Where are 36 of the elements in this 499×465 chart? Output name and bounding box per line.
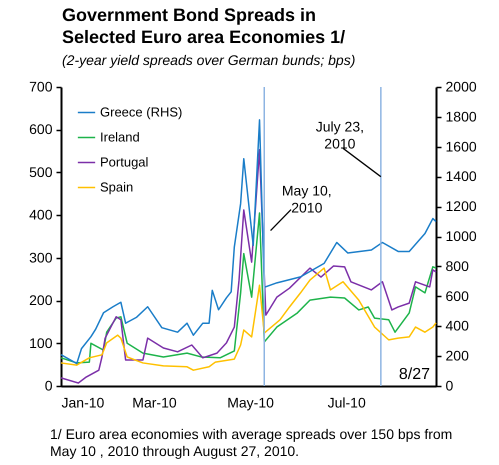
y2-tick-label: 200 <box>446 348 470 364</box>
legend-label: Portugal <box>100 154 149 170</box>
line-series <box>60 212 437 364</box>
x-tick-label: Mar-10 <box>132 394 177 410</box>
y2-tick-label: 1000 <box>446 228 477 244</box>
ref-line-label: May 10, 2010 <box>282 182 332 216</box>
y-tick-label: 500 <box>29 164 53 180</box>
y2-tick-label: 800 <box>446 258 470 274</box>
y2-tick-label: 400 <box>446 318 470 334</box>
y2-tick-label: 1600 <box>446 138 477 154</box>
y2-tick-label: 1200 <box>446 198 477 214</box>
chart-title: Government Bond Spreads in Selected Euro area Economies 1/ <box>62 4 346 48</box>
legend-label: Ireland <box>100 130 140 144</box>
legend-label: Spain <box>100 180 134 194</box>
ref-line-label: July 23, 2010 <box>316 118 364 152</box>
y2-tick-label: 600 <box>446 288 470 304</box>
y-tick-label: 400 <box>29 206 53 223</box>
y-tick-label: 600 <box>29 121 53 138</box>
y-tick-label: 0 <box>44 378 53 394</box>
y-tick-label: 300 <box>29 249 53 266</box>
text: 1/ Euro area economies with average spreads over 150 bps from May 10 , 2010 through August 27, 2010. <box>50 426 454 460</box>
y-tick-label: 700 <box>29 78 53 94</box>
annotation: 8/27 <box>398 366 430 383</box>
chart-subtitle: (2-year yield spreads over German bunds; bps) <box>62 52 356 68</box>
line-series <box>60 119 437 364</box>
y2-tick-label: 0 <box>446 378 454 394</box>
y2-tick-label: 1400 <box>446 168 477 184</box>
x-tick-label: Jul-10 <box>328 394 366 410</box>
line-series <box>60 149 437 384</box>
x-tick-label: Jan-10 <box>62 394 105 410</box>
legend-label: Greece (RHS) <box>100 104 182 120</box>
y-tick-label: 100 <box>29 334 53 351</box>
y2-tick-label: 2000 <box>446 78 477 94</box>
x-tick-label: May-10 <box>227 394 274 410</box>
y-tick-label: 200 <box>29 292 53 308</box>
y2-tick-label: 1800 <box>446 108 477 124</box>
